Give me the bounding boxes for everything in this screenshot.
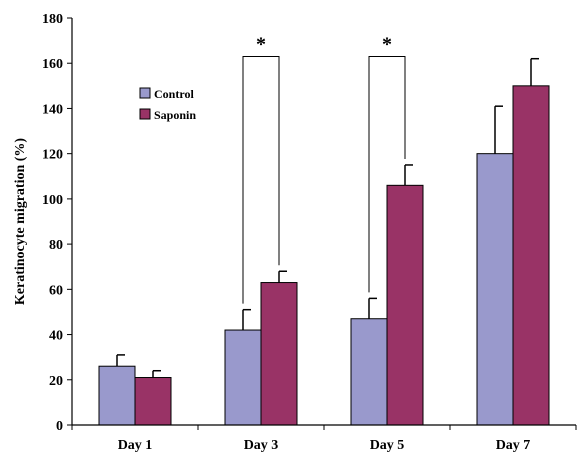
y-tick-label: 100 xyxy=(42,193,63,208)
legend-label-saponin: Saponin xyxy=(154,108,196,122)
bar-saponin-day-1 xyxy=(134,377,172,426)
significance-layer: * * xyxy=(242,33,406,304)
bar-control-day-7 xyxy=(476,153,514,426)
y-tick-label: 180 xyxy=(42,12,63,27)
x-tick-label: Day 5 xyxy=(370,438,405,453)
significance-star: * xyxy=(256,33,266,55)
bar-control-day-5 xyxy=(350,318,388,426)
y-tick-label: 140 xyxy=(42,102,63,117)
legend-swatch-control xyxy=(139,87,151,99)
x-tick-label: Day 7 xyxy=(496,438,531,453)
significance-star: * xyxy=(382,33,392,55)
bar-control-day-3 xyxy=(224,329,262,426)
bar-saponin-day-7 xyxy=(512,85,550,426)
y-tick-label: 40 xyxy=(49,329,63,344)
y-tick-label: 60 xyxy=(49,283,63,298)
bar-saponin-day-3 xyxy=(260,282,298,426)
y-axis-title: Keratinocyte migration (%) xyxy=(13,138,28,306)
x-tick-label: Day 3 xyxy=(244,438,279,453)
y-tick-label: 20 xyxy=(49,374,63,389)
legend-swatch-saponin xyxy=(139,108,151,120)
significance-bracket xyxy=(242,55,280,304)
legend-label-control: Control xyxy=(154,87,194,101)
axes-layer: Day 1 Day 3 Day 5 Day 7 0 20 40 60 80 100 120 140 16… xyxy=(42,12,577,453)
y-tick-label: 160 xyxy=(42,57,63,72)
legend: Control Saponin xyxy=(139,87,196,122)
error-bars-layer xyxy=(116,57,539,378)
bar-saponin-day-5 xyxy=(386,184,424,426)
y-tick-label: 80 xyxy=(49,238,63,253)
bar-control-day-1 xyxy=(98,365,136,426)
y-tick-label: 0 xyxy=(56,419,63,434)
bars-layer xyxy=(98,85,550,426)
significance-bracket xyxy=(368,55,406,293)
x-tick-label: Day 1 xyxy=(118,438,153,453)
y-tick-label: 120 xyxy=(42,148,63,163)
